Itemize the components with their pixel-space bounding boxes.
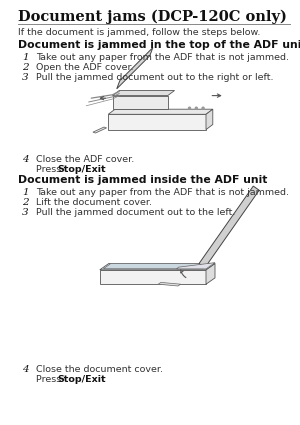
- Text: 1: 1: [22, 188, 28, 197]
- Text: Lift the document cover.: Lift the document cover.: [36, 198, 152, 207]
- Text: 2: 2: [22, 63, 28, 72]
- Circle shape: [201, 107, 205, 110]
- Text: 4: 4: [22, 155, 28, 164]
- Polygon shape: [158, 282, 181, 286]
- Text: Stop/Exit: Stop/Exit: [57, 375, 106, 384]
- Text: Pull the jammed document out to the left.: Pull the jammed document out to the left…: [36, 208, 236, 217]
- Circle shape: [188, 107, 191, 110]
- Text: Press: Press: [36, 375, 64, 384]
- Text: 3: 3: [22, 73, 28, 82]
- Text: Open the ADF cover.: Open the ADF cover.: [36, 63, 134, 72]
- Polygon shape: [199, 186, 259, 268]
- Text: If the document is jammed, follow the steps below.: If the document is jammed, follow the st…: [18, 28, 260, 37]
- Polygon shape: [206, 264, 215, 284]
- Polygon shape: [112, 96, 168, 109]
- Text: Pull the jammed document out to the right or left.: Pull the jammed document out to the righ…: [36, 73, 274, 82]
- Polygon shape: [206, 109, 213, 130]
- Text: Take out any paper from the ADF that is not jammed.: Take out any paper from the ADF that is …: [36, 53, 289, 62]
- Text: 3: 3: [22, 208, 28, 217]
- Text: Press: Press: [36, 165, 64, 174]
- Polygon shape: [176, 263, 215, 269]
- Text: 4: 4: [22, 365, 28, 374]
- Polygon shape: [108, 109, 213, 114]
- Text: 2: 2: [22, 198, 28, 207]
- Polygon shape: [103, 264, 210, 269]
- Polygon shape: [117, 48, 153, 89]
- Text: Close the ADF cover.: Close the ADF cover.: [36, 155, 134, 164]
- Circle shape: [195, 107, 198, 110]
- Text: Take out any paper from the ADF that is not jammed.: Take out any paper from the ADF that is …: [36, 188, 289, 197]
- Polygon shape: [100, 270, 206, 284]
- Text: .: .: [87, 165, 90, 174]
- Polygon shape: [100, 264, 215, 270]
- Text: Document is jammed inside the ADF unit: Document is jammed inside the ADF unit: [18, 175, 267, 185]
- Polygon shape: [93, 127, 106, 133]
- Text: Stop/Exit: Stop/Exit: [57, 165, 106, 174]
- Text: Close the document cover.: Close the document cover.: [36, 365, 163, 374]
- Text: Document is jammed in the top of the ADF unit: Document is jammed in the top of the ADF…: [18, 40, 300, 50]
- Text: .: .: [87, 375, 90, 384]
- Polygon shape: [108, 114, 206, 130]
- Polygon shape: [112, 91, 175, 96]
- Text: 1: 1: [22, 53, 28, 62]
- Text: Document jams (DCP-120C only): Document jams (DCP-120C only): [18, 10, 287, 24]
